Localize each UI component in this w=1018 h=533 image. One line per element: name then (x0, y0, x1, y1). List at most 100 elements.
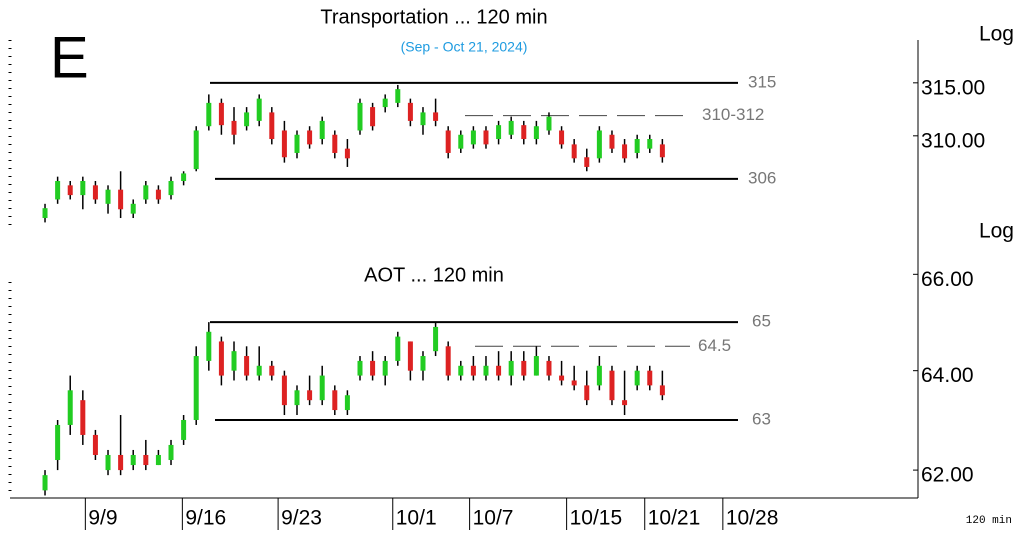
candle-body (382, 360, 388, 376)
candle-body (67, 185, 73, 196)
candle-body (571, 380, 577, 386)
x-tick-label: 9/23 (281, 507, 322, 530)
candle-body (609, 134, 615, 149)
candle-body (319, 375, 325, 401)
candle-body (55, 180, 61, 200)
candle-body (546, 360, 552, 376)
candle-body (634, 370, 640, 386)
candle-body (294, 134, 300, 153)
candle-body (344, 395, 350, 411)
chart-subtitle: (Sep - Oct 21, 2024) (401, 39, 528, 55)
candle-body (508, 360, 514, 376)
y-tick-label: 66.00 (921, 268, 974, 291)
candle-body (218, 341, 224, 376)
candle-body (546, 116, 552, 131)
candle-body (395, 336, 401, 361)
candle-body (496, 365, 502, 376)
candle-body (433, 112, 439, 121)
y-tick-label: 315.00 (921, 76, 985, 99)
y-tick-label: 64.00 (921, 364, 974, 387)
candle-body (521, 125, 527, 140)
candle-body (181, 419, 187, 440)
candle-body (344, 148, 350, 159)
candle-body (130, 454, 136, 466)
candle-body (533, 126, 539, 140)
candle-body (420, 356, 426, 371)
candle-body (92, 185, 98, 200)
y-tick-label: 62.00 (921, 464, 974, 487)
candle-body (496, 125, 502, 140)
candle-body (458, 365, 464, 376)
x-tick-label: 10/1 (396, 507, 437, 530)
candle-body (433, 326, 439, 352)
chart-title: Transportation ... 120 min (320, 6, 547, 28)
candle-body (508, 120, 514, 135)
candle-body (445, 346, 451, 376)
level-label: 310-312 (702, 105, 764, 124)
candle-body (256, 365, 262, 376)
candle-body (294, 390, 300, 406)
candle-body (269, 365, 275, 376)
candle-body (470, 130, 476, 145)
panel-letter: E (50, 25, 89, 90)
level-label: 315 (748, 72, 776, 91)
candle-body (420, 112, 426, 126)
y-tick-label: 310.00 (921, 129, 985, 152)
candle-body (181, 173, 187, 181)
candle-body (42, 475, 48, 491)
candle-body (105, 454, 111, 471)
level-label: 63 (752, 409, 771, 428)
candle-body (470, 365, 476, 376)
candle-body (370, 107, 376, 127)
candle-body (622, 144, 628, 159)
candle-body (659, 385, 665, 396)
candle-body (609, 370, 615, 401)
level-label: 306 (748, 168, 776, 187)
candle-body (559, 130, 565, 145)
candle-body (596, 365, 602, 386)
level-label: 64.5 (698, 336, 731, 355)
candle-body (307, 130, 313, 145)
candle-body (155, 454, 161, 466)
candle-body (244, 356, 250, 376)
candle-body (206, 331, 212, 361)
candle-body (92, 434, 98, 455)
candle-body (483, 130, 489, 145)
candle-body (231, 120, 237, 135)
candle-body (130, 203, 136, 214)
candle-body (357, 360, 363, 376)
candle-body (143, 454, 149, 466)
axis-scale-label: Log (979, 23, 1014, 46)
axis-scale-label: Log (979, 220, 1014, 243)
candle-body (281, 130, 287, 158)
candle-body (118, 189, 124, 210)
candle-body (332, 134, 338, 153)
candle-body (647, 370, 653, 386)
candle-body (634, 139, 640, 153)
candle-body (533, 356, 539, 376)
candle-body (307, 390, 313, 401)
candle-body (168, 180, 174, 196)
candle-body (80, 400, 86, 435)
x-tick-label: 10/21 (648, 507, 701, 530)
candle-body (105, 189, 111, 204)
x-tick-label: 10/28 (726, 507, 779, 530)
candle-body (206, 102, 212, 127)
candle-body (193, 356, 199, 420)
candle-body (269, 112, 275, 140)
x-tick-label: 9/16 (185, 507, 226, 530)
candle-body (596, 130, 602, 159)
candle-body (55, 424, 61, 461)
x-tick-label: 10/7 (473, 507, 514, 530)
candle-body (370, 360, 376, 376)
candle-body (281, 375, 287, 406)
candle-body (155, 189, 161, 200)
candle-body (483, 365, 489, 376)
candle-body (584, 385, 590, 401)
candle-body (332, 390, 338, 411)
candle-body (407, 341, 413, 371)
candle-body (357, 102, 363, 131)
candle-body (395, 89, 401, 103)
candle-body (193, 130, 199, 170)
